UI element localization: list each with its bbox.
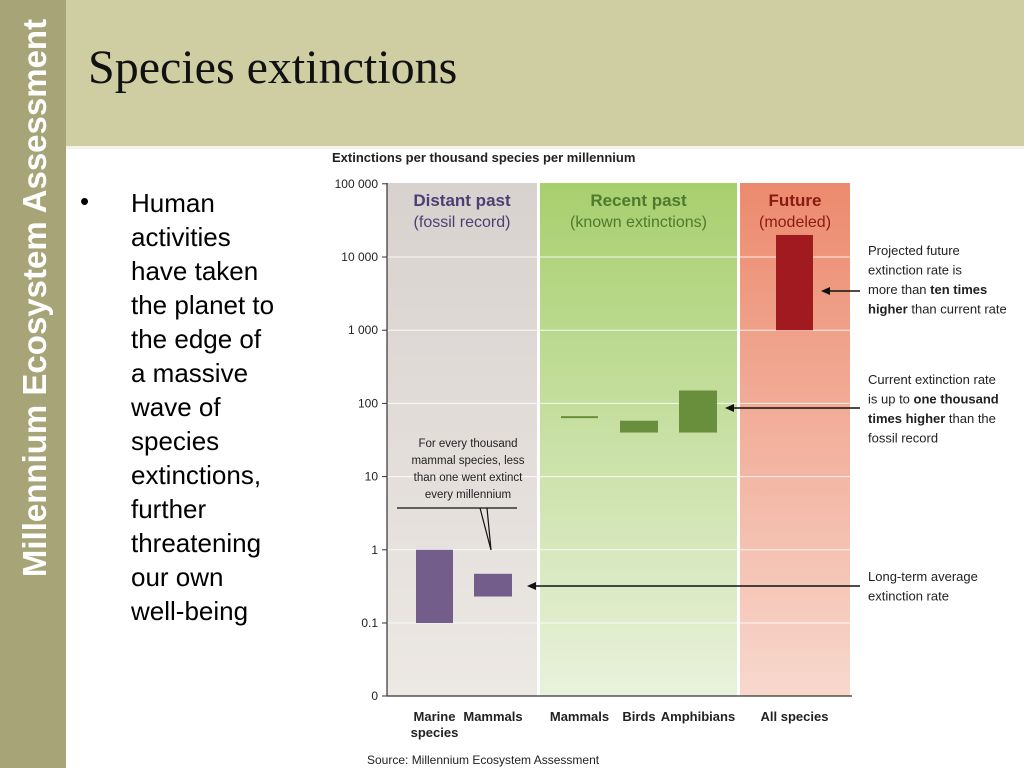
annotation-mammal-note-segment: For every thousand: [418, 438, 517, 450]
chart-title: Extinctions per thousand species per mil…: [332, 150, 635, 165]
range-bar-marine-species: [416, 549, 453, 623]
annotation-current: is up to one thousand: [868, 392, 999, 407]
y-tick-label: 10 000: [341, 250, 378, 264]
annotation-current-segment: one thousand: [914, 392, 999, 407]
annotation-mammal-note-segment: every millennium: [425, 489, 511, 501]
chart-gridlines: [387, 256, 852, 624]
arrow-current-head: [725, 404, 734, 412]
annotation-future-segment: than current rate: [908, 302, 1007, 317]
annotation-future-segment: higher: [868, 302, 908, 317]
annotation-future: more than ten times: [868, 282, 987, 297]
range-bar-birds: [620, 420, 658, 433]
x-category-label: species: [411, 725, 459, 740]
annotation-long-term: Long-term average: [868, 569, 978, 584]
section-subtitle-0: (fossil record): [414, 214, 511, 231]
range-bar-mammals: [474, 573, 512, 597]
sidebar-band: [0, 0, 66, 768]
title-header: [66, 0, 1024, 146]
annotation-current-segment: fossil record: [868, 431, 938, 446]
x-category-label: All species: [761, 709, 829, 724]
extinction-chart: Distant past (fossil record) Recent past (k…: [332, 150, 1007, 767]
annotation-current-segment: Current extinction rate: [868, 372, 996, 387]
chart-source: Source: Millennium Ecosystem Assessment: [367, 753, 600, 767]
annotation-current: Current extinction rate: [868, 372, 996, 387]
slide-title: Species extinctions: [88, 41, 458, 94]
annotation-mammal-note: than one went extinct: [414, 472, 523, 484]
annotation-mammal-note-segment: mammal species, less: [411, 455, 524, 467]
sidebar-title-text: Millennium Ecosystem Assessment: [16, 19, 53, 577]
chart-text: Distant past (fossil record) Recent past (k…: [332, 150, 1007, 767]
x-category-label: Amphibians: [661, 709, 735, 724]
section-title-0: Distant past: [413, 191, 511, 210]
header-divider: [66, 146, 1024, 149]
y-tick-label: 1: [371, 543, 378, 557]
section-title-1: Recent past: [590, 191, 687, 210]
annotation-long-term: extinction rate: [868, 589, 949, 604]
annotation-current-segment: times higher: [868, 411, 945, 426]
annotation-future-segment: extinction rate is: [868, 263, 962, 278]
y-tick-label: 0: [371, 689, 378, 703]
annotation-future: higher than current rate: [868, 302, 1007, 317]
y-tick-label: 10: [365, 470, 379, 484]
annotation-current: times higher than the: [868, 411, 996, 426]
chart-axis: [382, 183, 860, 697]
arrow-long-term-head: [527, 582, 536, 590]
y-tick-label: 0.1: [361, 616, 378, 630]
annotation-current-segment: is up to: [868, 392, 914, 407]
x-category-label: Marine: [414, 709, 456, 724]
y-tick-label: 100 000: [335, 177, 379, 191]
section-title-2: Future: [769, 191, 822, 210]
x-category-label: Mammals: [550, 709, 609, 724]
annotation-mammal-note: mammal species, less: [411, 455, 524, 467]
annotation-long-term-segment: Long-term average: [868, 569, 978, 584]
section-background-0: [387, 183, 537, 696]
y-tick-label: 100: [358, 396, 378, 410]
bullet-text: Human activities have taken the planet t…: [131, 188, 275, 626]
section-subtitle-1: (known extinctions): [570, 214, 707, 231]
annotation-mammal-note-segment: than one went extinct: [414, 472, 523, 484]
x-category-label: Mammals: [463, 709, 522, 724]
sidebar-vertical-title: Millennium Ecosystem Assessment: [16, 19, 53, 577]
annotation-future: extinction rate is: [868, 263, 962, 278]
callout-pointer: [479, 507, 492, 551]
annotation-long-term-segment: extinction rate: [868, 589, 949, 604]
section-background-1: [540, 183, 737, 696]
range-bar-amphibians: [679, 390, 717, 433]
section-subtitle-2: (modeled): [759, 214, 831, 231]
x-category-label: Birds: [622, 709, 655, 724]
bullet-marker: •: [80, 186, 90, 216]
annotation-future-segment: more than: [868, 282, 930, 297]
range-bar-all-species: [776, 234, 813, 331]
annotation-mammal-note: every millennium: [425, 489, 511, 501]
annotation-mammal-note: For every thousand: [418, 438, 517, 450]
y-tick-label: 1 000: [348, 323, 378, 337]
annotation-future-segment: Projected future: [868, 243, 960, 258]
annotation-future: Projected future: [868, 243, 960, 258]
annotation-current-segment: than the: [945, 411, 996, 426]
annotation-current: fossil record: [868, 431, 938, 446]
chart-bars: [416, 234, 813, 623]
arrow-future-head: [821, 287, 830, 295]
annotation-future-segment: ten times: [930, 282, 987, 297]
range-bar-mammals: [561, 416, 598, 419]
